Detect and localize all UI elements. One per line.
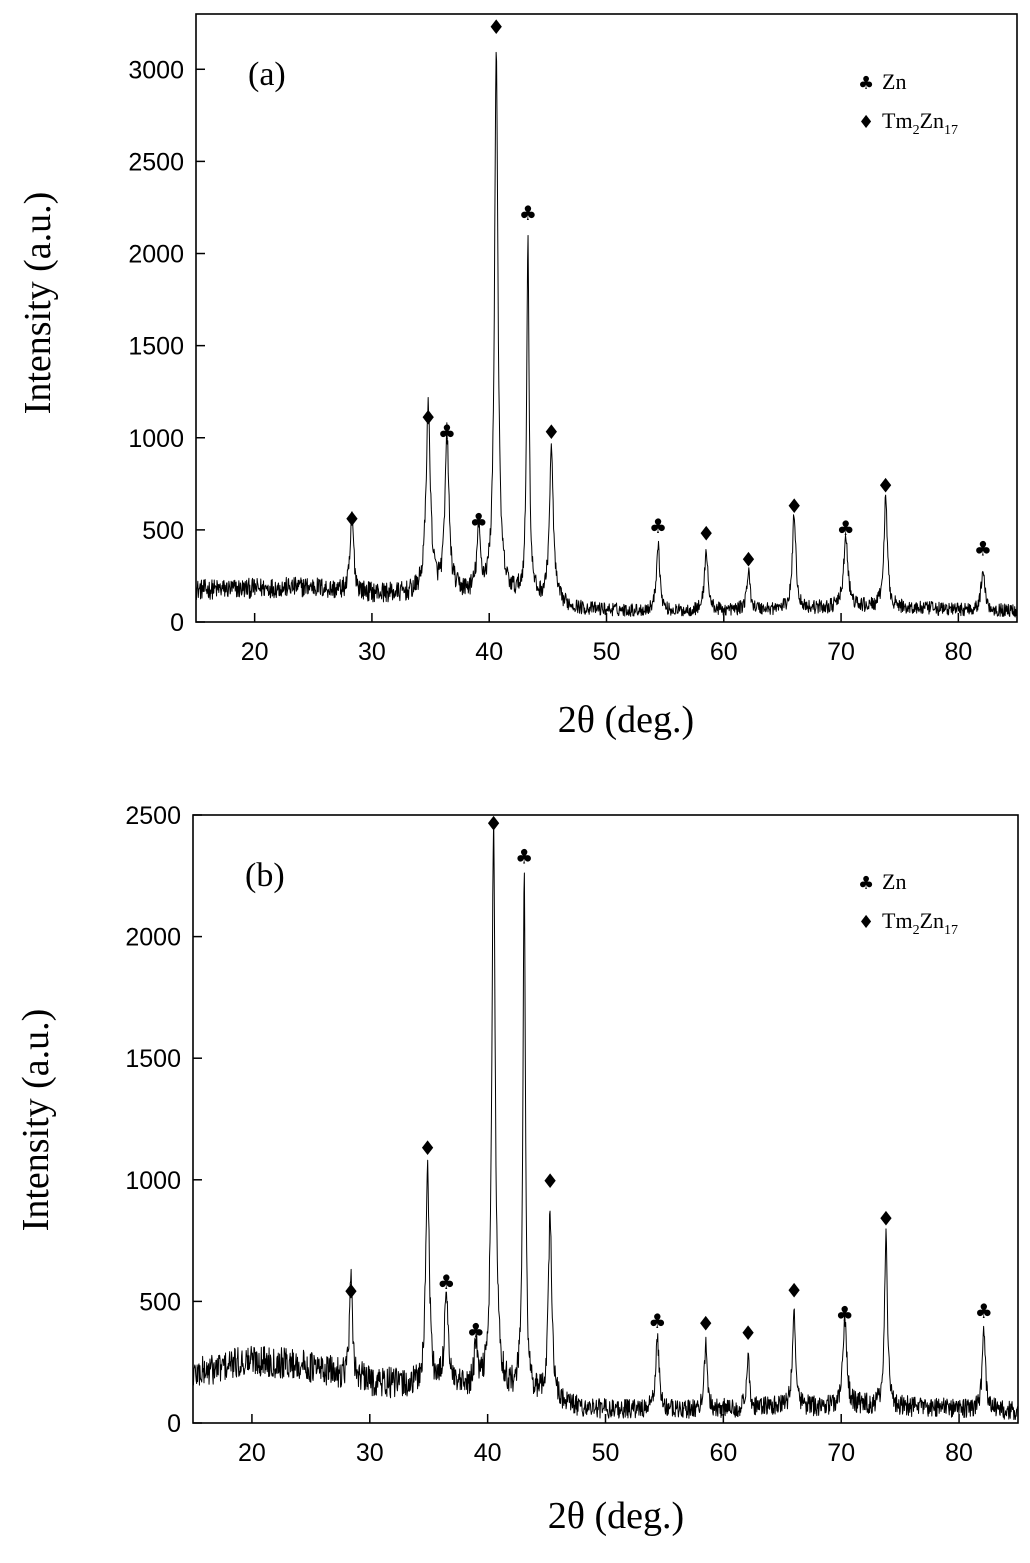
y-tick-labels: 0 500 1000 1500 2000 2500 [125,802,181,1438]
tm2zn17-peak-marker-diamond-icon: ♦ [419,405,437,429]
x-tick-label: 60 [709,1439,737,1467]
y-tick-label: 2000 [125,924,181,952]
y-tick-label: 1000 [128,425,184,453]
tm2zn17-peak-marker-diamond-icon: ♦ [697,522,715,546]
plot-frame [195,13,1018,623]
y-tick-label: 1500 [128,333,184,361]
zn-peak-marker-club-icon: ♣ [649,514,667,538]
zn-peak-marker-club-icon: ♣ [975,1299,993,1323]
x-tick-label: 60 [710,638,738,666]
legend-zn-club-icon: ♣ [858,873,874,894]
legend-tm2zn17-diamond-icon: ♦ [858,912,874,933]
tm2zn17-peak-marker-diamond-icon: ♦ [342,1280,360,1304]
zn-peak-marker-club-icon: ♣ [519,201,537,225]
zn-peak-marker-club-icon: ♣ [515,844,533,868]
y-tick-label: 0 [167,1410,181,1438]
y-tick-label: 500 [139,1288,181,1316]
panel-a: 20 30 40 50 60 70 80 050010001500200025003000 … [17,13,1018,741]
xrd-trace-b [192,816,1019,1420]
peak-markers: ♦ ♦ ♣ ♣ ♦ ♣ ♦ ♣ ♦ ♦ ♦ ♣ ♦ ♣ [342,812,993,1346]
zn-peak-marker-club-icon: ♣ [470,509,488,533]
legend-zn-label: Zn [882,69,906,94]
zn-peak-marker-club-icon: ♣ [437,1270,455,1294]
legend-tm2zn17-diamond-icon: ♦ [858,112,874,133]
axis-ticks [193,814,960,1424]
xrd-trace-a [195,51,1018,618]
y-tick-label: 0 [170,609,184,637]
y-tick-label: 2500 [125,802,181,830]
x-tick-label: 50 [592,1439,620,1467]
y-axis-title: Intensity (a.u.) [17,192,59,415]
zn-peak-marker-club-icon: ♣ [648,1309,666,1333]
tm2zn17-peak-marker-diamond-icon: ♦ [785,494,803,518]
legend: ♣ Zn ♦ Tm2Zn17 [858,69,958,138]
tm2zn17-peak-marker-diamond-icon: ♦ [785,1278,803,1302]
y-tick-labels: 0 500 1000 1500 2000 2500 3000 [128,56,184,637]
x-axis-title: 2θ (deg.) [558,699,694,741]
legend: ♣ Zn ♦ Tm2Zn17 [858,869,958,938]
tm2zn17-peak-marker-diamond-icon: ♦ [487,15,505,39]
tm2zn17-peak-marker-diamond-icon: ♦ [419,1136,437,1160]
y-tick-label: 1500 [125,1045,181,1073]
x-tick-label: 50 [593,638,621,666]
x-tick-labels: 20 30 40 50 60 70 80 [241,638,973,666]
x-tick-label: 20 [238,1439,266,1467]
tm2zn17-peak-marker-diamond-icon: ♦ [542,420,560,444]
tm2zn17-peak-marker-diamond-icon: ♦ [739,1321,757,1345]
y-tick-label: 1000 [125,1167,181,1195]
zn-peak-marker-club-icon: ♣ [467,1319,485,1343]
x-tick-label: 30 [356,1439,384,1467]
legend-tm2zn17-label: Tm2Zn17 [882,108,958,138]
x-tick-label: 80 [945,1439,973,1467]
tm2zn17-peak-marker-diamond-icon: ♦ [343,507,361,531]
tm2zn17-peak-marker-diamond-icon: ♦ [877,474,895,498]
zn-peak-marker-club-icon: ♣ [438,420,456,444]
panel-label: (b) [245,857,285,894]
tm2zn17-peak-marker-diamond-icon: ♦ [739,547,757,571]
x-tick-label: 40 [474,1439,502,1467]
zn-peak-marker-club-icon: ♣ [974,536,992,560]
axis-ticks [196,68,960,623]
legend-tm2zn17-label: Tm2Zn17 [882,908,958,938]
tm2zn17-peak-marker-diamond-icon: ♦ [697,1311,715,1335]
tm2zn17-peak-marker-diamond-icon: ♦ [541,1169,559,1193]
y-tick-label: 3000 [128,56,184,84]
x-tick-label: 30 [358,638,386,666]
x-tick-label: 80 [944,638,972,666]
x-tick-label: 20 [241,638,269,666]
zn-peak-marker-club-icon: ♣ [837,516,855,540]
x-tick-label: 40 [475,638,503,666]
tm2zn17-peak-marker-diamond-icon: ♦ [485,812,503,836]
x-tick-labels: 20 30 40 50 60 70 80 [238,1439,973,1467]
y-axis-title: Intensity (a.u.) [15,1009,57,1232]
y-tick-label: 2000 [128,241,184,269]
x-tick-label: 70 [827,638,855,666]
y-tick-label: 500 [142,517,184,545]
plot-frame [192,814,1019,1424]
tm2zn17-peak-marker-diamond-icon: ♦ [877,1207,895,1231]
panel-label: (a) [248,56,286,93]
zn-peak-marker-club-icon: ♣ [836,1302,854,1326]
x-axis-title: 2θ (deg.) [548,1495,684,1537]
x-tick-label: 70 [827,1439,855,1467]
legend-zn-club-icon: ♣ [858,73,874,94]
y-tick-label: 2500 [128,148,184,176]
peak-markers: ♦♦♣♣♦♣♦♣♦♦♦♣♦♣ [343,15,992,571]
legend-zn-label: Zn [882,869,906,894]
